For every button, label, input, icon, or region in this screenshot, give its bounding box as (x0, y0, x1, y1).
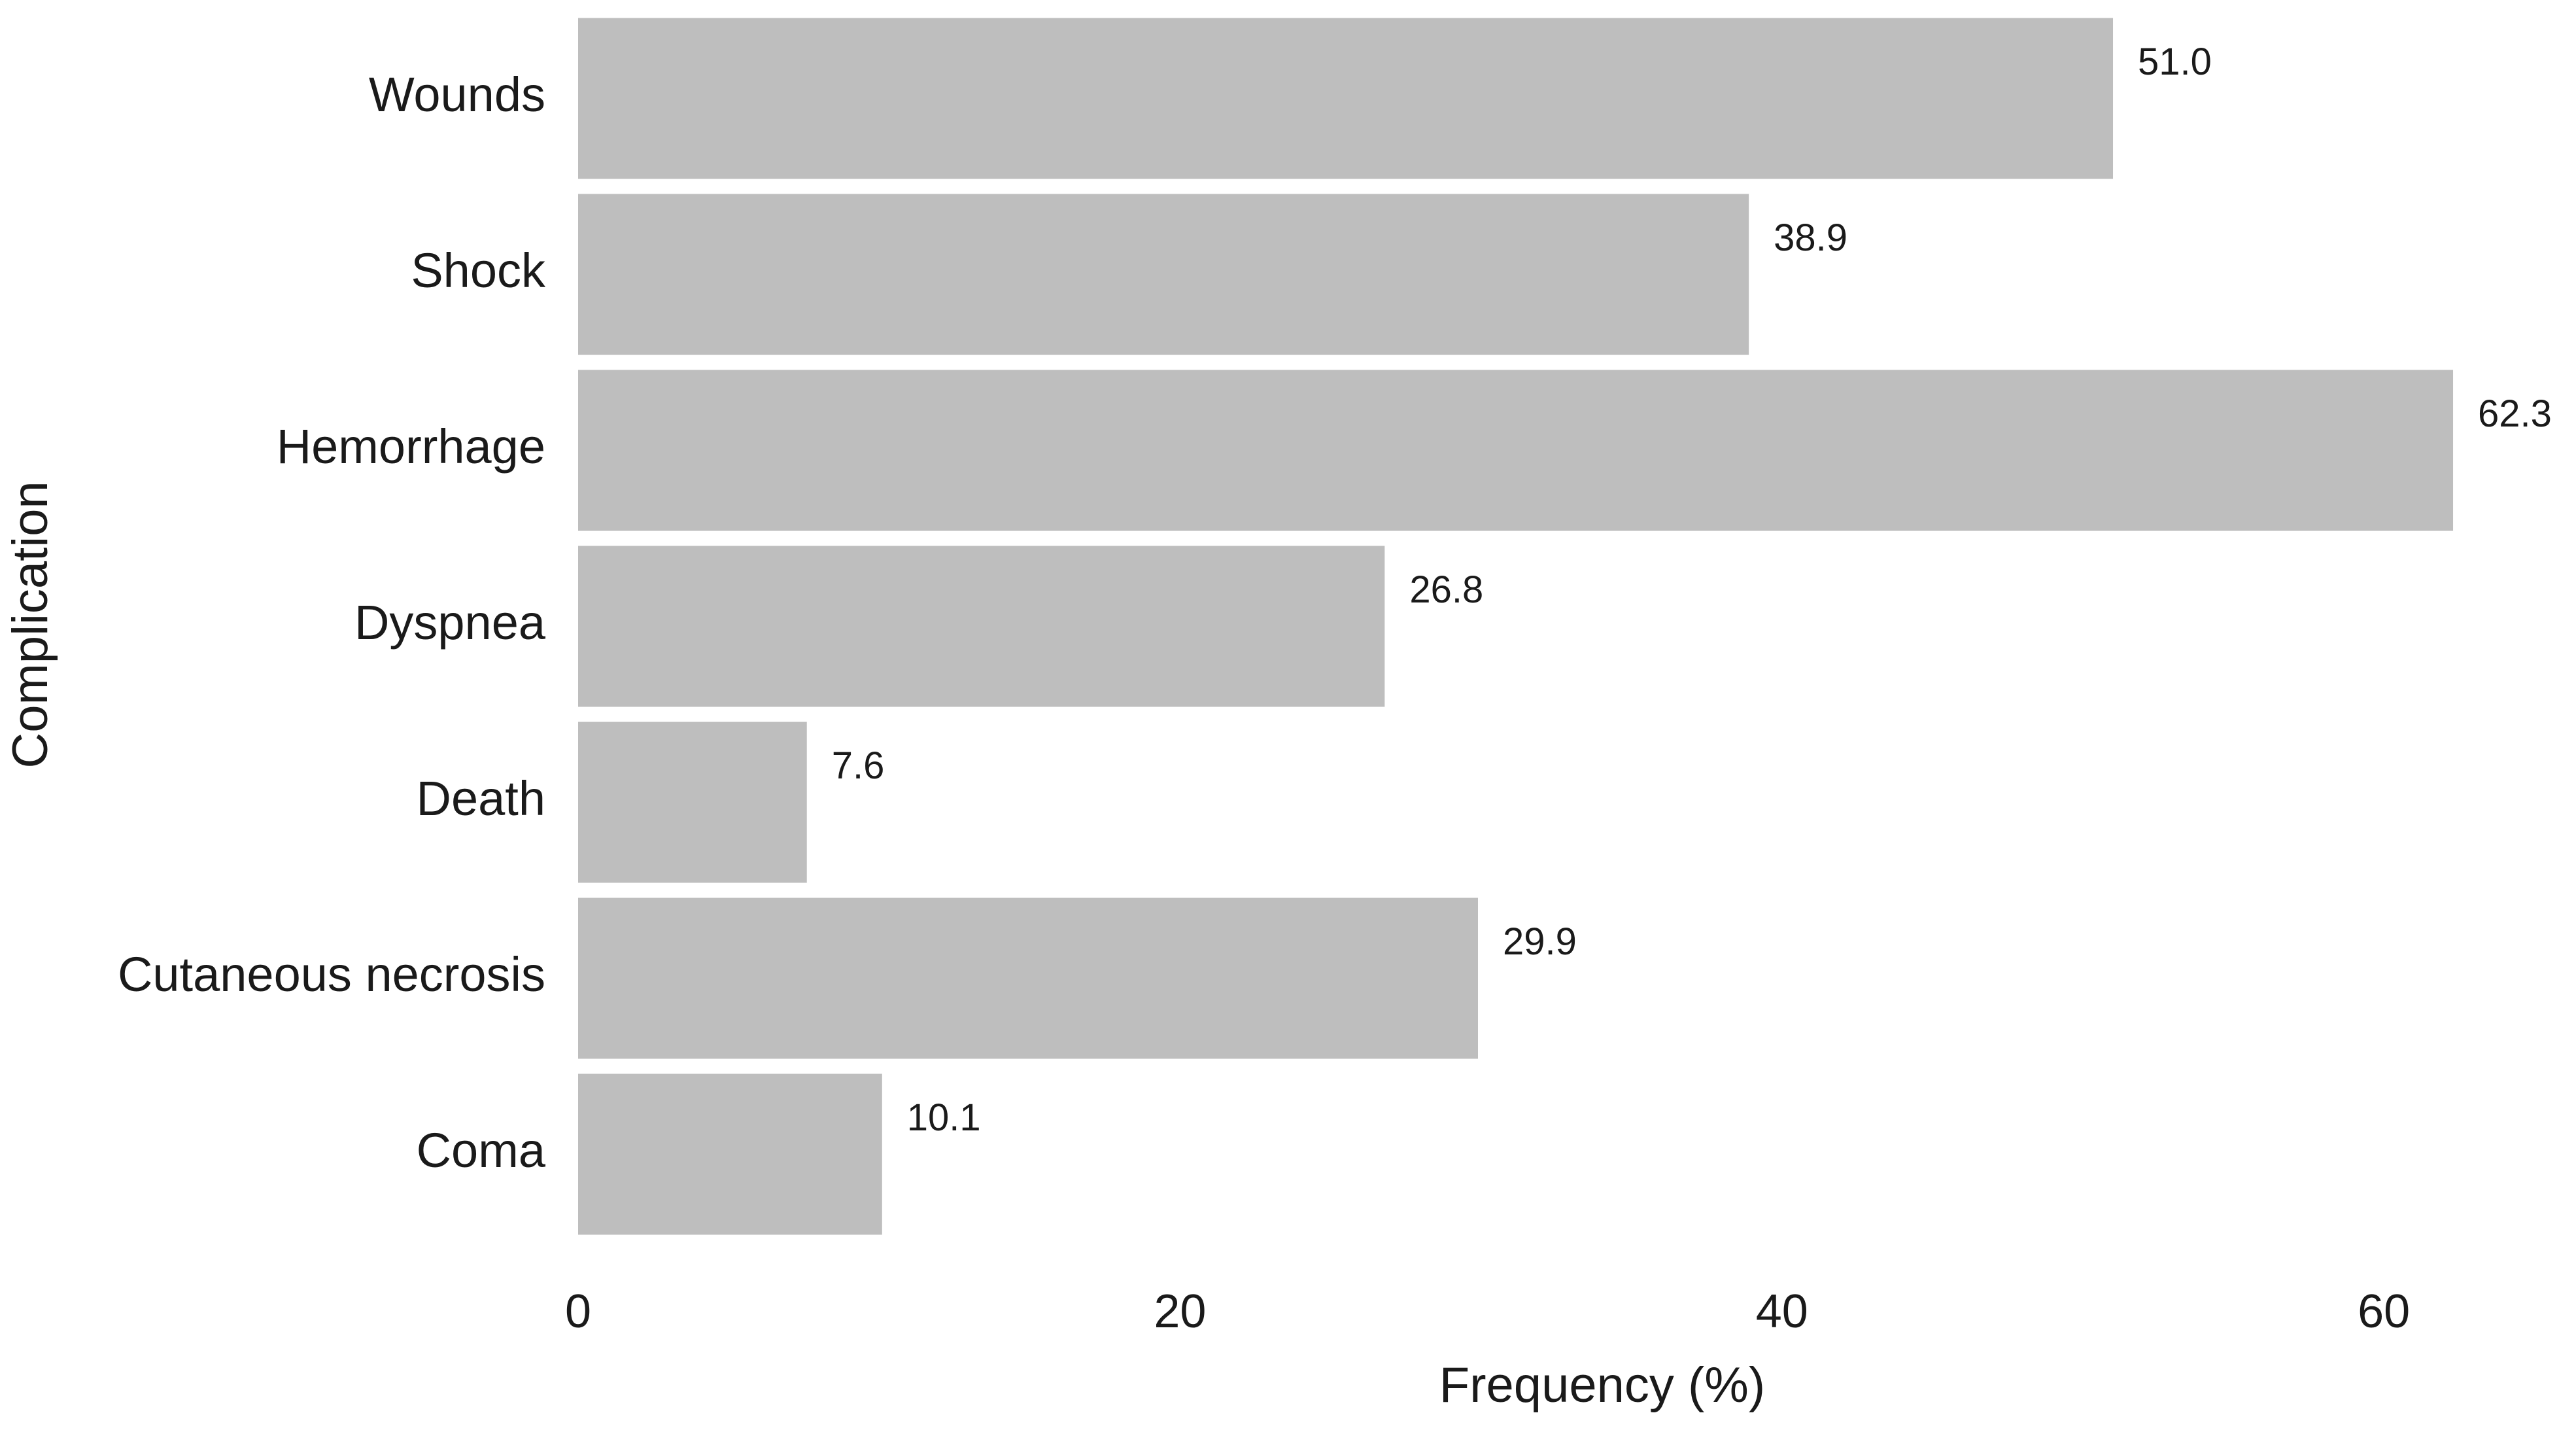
bar (578, 1073, 882, 1235)
y-tick-label: Coma (417, 1123, 546, 1177)
bar (578, 898, 1478, 1059)
bar (578, 546, 1385, 707)
value-label: 10.1 (907, 1096, 981, 1139)
x-tick-label: 40 (1756, 1285, 1808, 1338)
y-tick-label: Hemorrhage (277, 419, 545, 474)
y-tick-label: Wounds (369, 67, 545, 122)
value-label: 26.8 (1409, 568, 1483, 611)
value-label: 29.9 (1503, 920, 1577, 963)
y-tick-label: Dyspnea (354, 595, 546, 650)
x-tick-label: 20 (1154, 1285, 1206, 1338)
y-tick-label: Death (417, 771, 545, 826)
x-tick-label: 0 (565, 1285, 591, 1338)
value-label: 51.0 (2138, 41, 2212, 83)
bar (578, 370, 2454, 531)
x-tick-label: 60 (2358, 1285, 2410, 1338)
value-label: 62.3 (2478, 392, 2552, 435)
value-label: 7.6 (832, 744, 885, 787)
y-axis-title: Complication (3, 481, 58, 768)
bar (578, 194, 1749, 355)
x-axis-title: Frequency (%) (1439, 1357, 1765, 1413)
y-tick-label: Cutaneous necrosis (118, 947, 545, 1002)
bar (578, 18, 2114, 179)
value-label: 38.9 (1774, 217, 1847, 259)
y-tick-label: Shock (411, 243, 546, 298)
bar (578, 722, 807, 883)
